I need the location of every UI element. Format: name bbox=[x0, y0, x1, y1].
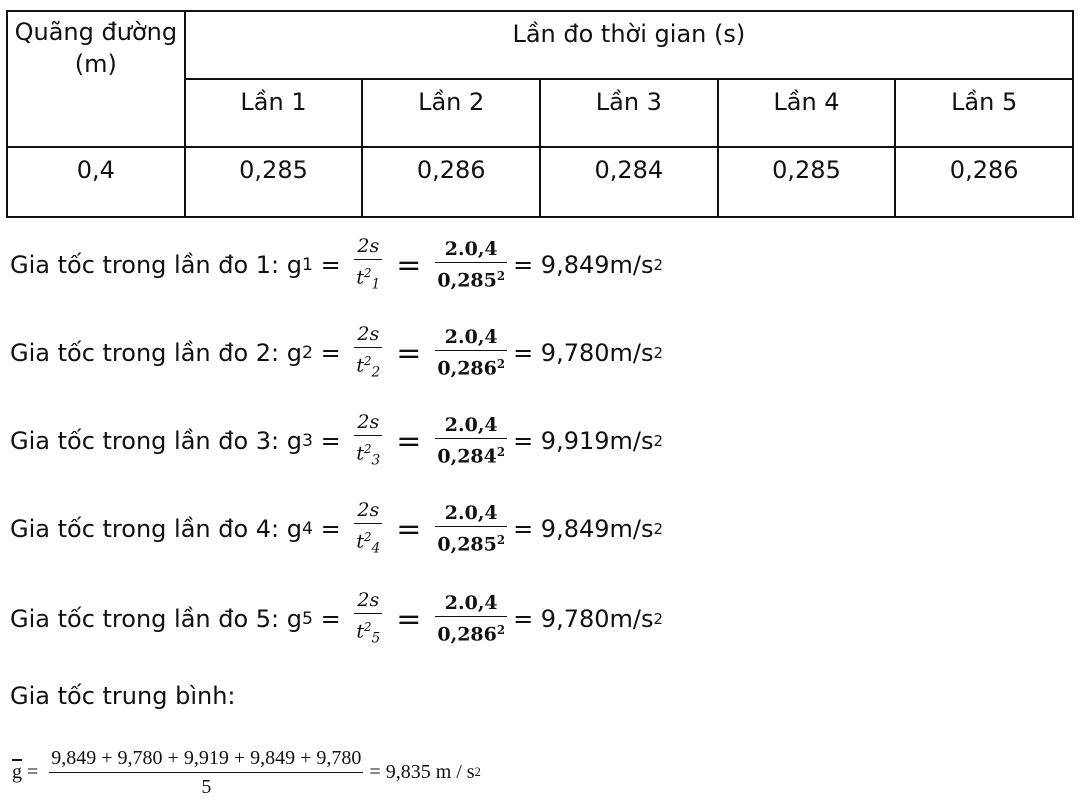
formula-prefix: Gia tốc trong lần đo 4: g bbox=[10, 515, 303, 543]
symbol-numerator: 2s bbox=[357, 410, 380, 433]
value-numerator: 2.0,4 bbox=[444, 502, 498, 525]
average-fraction: 9,849 + 9,780 + 9,919 + 9,849 + 9,780 5 bbox=[49, 746, 364, 799]
value-numerator: 2.0,4 bbox=[444, 326, 498, 349]
run-header: Lần 2 bbox=[361, 78, 541, 148]
fraction-bar bbox=[354, 258, 383, 260]
symbol-fraction: 2s t22 bbox=[354, 322, 383, 383]
formula-index: 1 bbox=[302, 255, 314, 275]
formula-prefix: Gia tốc trong lần đo 2: g bbox=[10, 339, 303, 367]
average-denominator: 5 bbox=[201, 775, 212, 798]
value-fraction: 2.0,4 0,2862 bbox=[435, 326, 508, 380]
formula-result: = 9,780m/s bbox=[513, 339, 654, 367]
equals-sign: = bbox=[396, 335, 422, 371]
average-formula: g = 9,849 + 9,780 + 9,919 + 9,849 + 9,78… bbox=[12, 746, 481, 799]
average-result: 9,835 m / s bbox=[385, 760, 475, 783]
fraction-bar bbox=[354, 522, 383, 524]
formula-result: = 9,849m/s bbox=[513, 251, 654, 279]
fraction-bar bbox=[435, 616, 508, 618]
formula-index: 2 bbox=[302, 343, 314, 363]
equals-sign: = bbox=[396, 247, 422, 283]
equals-sign: = bbox=[396, 511, 422, 547]
time-value: 0,286 bbox=[361, 146, 541, 218]
measurement-table: Quãng đường (m) Lần đo thời gian (s) Lần… bbox=[6, 10, 1075, 218]
distance-value: 0,4 bbox=[6, 146, 186, 218]
equals-sign: = bbox=[369, 760, 386, 783]
run-header: Lần 1 bbox=[183, 78, 364, 148]
fraction-bar bbox=[435, 438, 508, 440]
fraction-bar bbox=[435, 262, 508, 264]
average-symbol: g bbox=[12, 760, 22, 783]
fraction-bar bbox=[435, 350, 508, 352]
symbol-denominator: t23 bbox=[356, 441, 381, 469]
symbol-fraction: 2s t24 bbox=[354, 498, 383, 559]
symbol-denominator: t22 bbox=[356, 353, 381, 381]
symbol-numerator: 2s bbox=[357, 234, 380, 257]
value-numerator: 2.0,4 bbox=[444, 414, 498, 437]
formula-index: 5 bbox=[302, 609, 314, 629]
value-denominator: 0,2842 bbox=[437, 445, 506, 468]
value-denominator: 0,2862 bbox=[437, 357, 506, 380]
symbol-fraction: 2s t23 bbox=[354, 410, 383, 471]
value-fraction: 2.0,4 0,2862 bbox=[435, 592, 508, 646]
formula-index: 3 bbox=[302, 431, 314, 451]
value-denominator: 0,2852 bbox=[437, 533, 506, 556]
fraction-bar bbox=[49, 771, 364, 773]
value-numerator: 2.0,4 bbox=[444, 238, 498, 261]
formula-result: = 9,780m/s bbox=[513, 605, 654, 633]
run-header: Lần 4 bbox=[716, 78, 897, 148]
symbol-fraction: 2s t25 bbox=[354, 588, 383, 649]
symbol-denominator: t21 bbox=[356, 265, 381, 293]
formula-prefix: Gia tốc trong lần đo 5: g bbox=[10, 605, 303, 633]
run-header: Lần 5 bbox=[894, 78, 1074, 148]
value-denominator: 0,2852 bbox=[437, 269, 506, 292]
symbol-denominator: t25 bbox=[356, 619, 381, 647]
average-numerator: 9,849 + 9,780 + 9,919 + 9,849 + 9,780 bbox=[51, 746, 362, 769]
average-title: Gia tốc trung bình: bbox=[10, 682, 236, 710]
formula-result: = 9,919m/s bbox=[513, 427, 654, 455]
time-header: Lần đo thời gian (s) bbox=[183, 10, 1075, 80]
distance-header: Quãng đường (m) bbox=[6, 10, 186, 148]
equals-sign: = bbox=[396, 423, 422, 459]
time-value: 0,286 bbox=[894, 146, 1074, 218]
run-header: Lần 3 bbox=[539, 78, 719, 148]
equals-sign: = bbox=[22, 760, 44, 783]
value-fraction: 2.0,4 0,2852 bbox=[435, 502, 508, 556]
symbol-numerator: 2s bbox=[357, 588, 380, 611]
time-value: 0,285 bbox=[183, 146, 364, 218]
symbol-numerator: 2s bbox=[357, 498, 380, 521]
time-value: 0,285 bbox=[716, 146, 897, 218]
value-fraction: 2.0,4 0,2852 bbox=[435, 238, 508, 292]
fraction-bar bbox=[354, 612, 383, 614]
fraction-bar bbox=[435, 526, 508, 528]
equals-sign: = bbox=[313, 515, 349, 543]
equals-sign: = bbox=[396, 601, 422, 637]
time-value: 0,284 bbox=[539, 146, 719, 218]
fraction-bar bbox=[354, 434, 383, 436]
formula-result: = 9,849m/s bbox=[513, 515, 654, 543]
formula-prefix: Gia tốc trong lần đo 3: g bbox=[10, 427, 303, 455]
formula-prefix: Gia tốc trong lần đo 1: g bbox=[10, 251, 303, 279]
symbol-numerator: 2s bbox=[357, 322, 380, 345]
equals-sign: = bbox=[313, 605, 349, 633]
equals-sign: = bbox=[313, 427, 349, 455]
equals-sign: = bbox=[313, 339, 349, 367]
symbol-denominator: t24 bbox=[356, 529, 381, 557]
value-fraction: 2.0,4 0,2842 bbox=[435, 414, 508, 468]
value-numerator: 2.0,4 bbox=[444, 592, 498, 615]
fraction-bar bbox=[354, 346, 383, 348]
symbol-fraction: 2s t21 bbox=[354, 234, 383, 295]
formula-index: 4 bbox=[302, 519, 314, 539]
equals-sign: = bbox=[313, 251, 349, 279]
value-denominator: 0,2862 bbox=[437, 623, 506, 646]
